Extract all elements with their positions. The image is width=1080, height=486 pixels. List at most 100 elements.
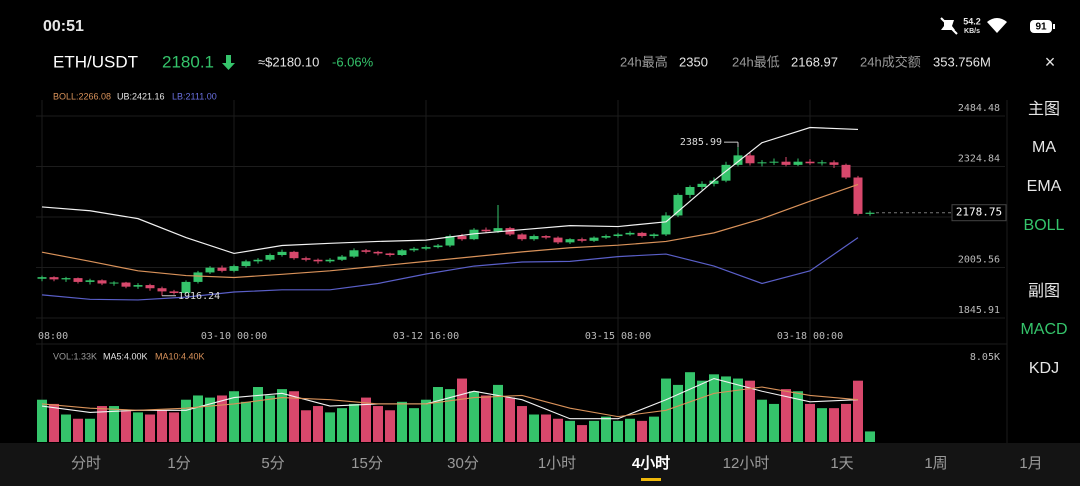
candle-body	[37, 277, 47, 279]
candle-body	[157, 288, 167, 292]
menu-item[interactable]: EMA	[1027, 178, 1062, 195]
candle-body	[181, 281, 191, 293]
volume-bar	[481, 395, 491, 442]
candle-body	[217, 267, 227, 271]
volume-bar	[397, 401, 407, 442]
close-button[interactable]: ×	[1045, 52, 1056, 72]
menu-item[interactable]: MA	[1032, 139, 1056, 156]
volume-bar	[553, 418, 563, 442]
volume-bar	[793, 391, 803, 442]
volume-bar	[313, 406, 323, 442]
candle-body	[769, 161, 779, 163]
indicator-line	[41, 237, 859, 301]
candle-body	[397, 250, 407, 256]
volume-bar	[73, 418, 83, 442]
usd-price: ≈$2180.10	[258, 54, 319, 69]
menu-item[interactable]: KDJ	[1029, 360, 1059, 377]
volume-bar	[385, 410, 395, 442]
volume-bar	[769, 403, 779, 442]
candle-body	[733, 155, 743, 165]
candle-body	[637, 232, 647, 237]
candle-body	[841, 164, 851, 178]
volume-bar	[505, 397, 515, 442]
tab[interactable]: 15分	[351, 455, 383, 472]
candle-body	[553, 237, 563, 243]
change-percent: -6.06%	[332, 54, 374, 69]
turnover-value: 353.756M	[933, 54, 991, 69]
candle-body	[229, 266, 239, 271]
high-label: 2385.99	[680, 137, 722, 148]
volume-bar	[157, 410, 167, 442]
turnover-label: 24h成交额	[860, 54, 921, 69]
indicator-line	[41, 183, 859, 279]
volume-bar	[865, 431, 875, 442]
volume-bar	[121, 410, 131, 442]
candle-body	[289, 251, 299, 259]
tab[interactable]: 30分	[447, 455, 479, 472]
volume-bar	[457, 378, 467, 442]
candle-body	[133, 285, 143, 287]
battery-level: 91	[1035, 22, 1047, 33]
y-tick-label: 1845.91	[958, 305, 1000, 316]
tab[interactable]: 12小时	[723, 455, 770, 472]
tab-selected[interactable]: 4小时	[632, 455, 670, 472]
candle-body	[373, 251, 383, 254]
volume-bar	[529, 414, 539, 442]
candle-body	[469, 229, 479, 240]
tab[interactable]: 1周	[924, 455, 947, 472]
candle-body	[325, 259, 335, 262]
volume-bar	[697, 380, 707, 442]
volume-bar	[649, 416, 659, 442]
candle-body	[205, 267, 215, 273]
candle-body	[265, 255, 275, 260]
candle-body	[493, 228, 503, 232]
candle-body	[313, 259, 323, 262]
x-tick-label: 03-18 00:00	[777, 331, 843, 342]
volume-bar	[673, 384, 683, 442]
candle-body	[697, 183, 707, 188]
volume-bar	[613, 420, 623, 442]
candle-body	[589, 237, 599, 241]
tab[interactable]: 1分	[167, 455, 190, 472]
candle-body	[853, 177, 863, 214]
volume-bar	[433, 387, 443, 442]
volume-bar	[229, 391, 239, 442]
y-tick-label: 2324.84	[958, 153, 1000, 164]
candle-body	[193, 272, 203, 282]
candle-body	[361, 250, 371, 252]
volume-bar	[337, 408, 347, 442]
candle-body	[541, 236, 551, 238]
tab[interactable]: 1月	[1019, 455, 1042, 472]
tab[interactable]: 5分	[261, 455, 284, 472]
volume-bar	[193, 395, 203, 442]
volume-bar	[841, 403, 851, 442]
candle-body	[745, 155, 755, 164]
legend-lb: LB:2111.00	[172, 91, 217, 101]
candle-body	[73, 278, 83, 282]
tab[interactable]: 分时	[71, 455, 101, 472]
volume-bar	[97, 406, 107, 442]
candle-body	[241, 261, 251, 267]
volume-bar	[409, 408, 419, 442]
price-tag	[951, 204, 1007, 222]
volume-bar	[49, 403, 59, 442]
candle-body	[613, 234, 623, 237]
menu-title: 主图	[1028, 100, 1060, 118]
candle-body	[529, 236, 539, 240]
tab[interactable]: 1天	[830, 455, 853, 472]
menu-item-active[interactable]: BOLL	[1024, 217, 1065, 234]
candle-body	[661, 215, 671, 235]
volume-bar	[145, 414, 155, 442]
high-label: 24h最高	[620, 54, 668, 69]
menu-item-active[interactable]: MACD	[1020, 321, 1067, 338]
volume-bar	[745, 380, 755, 442]
candle-body	[601, 236, 611, 238]
pair-name[interactable]: ETH/USDT	[53, 52, 138, 71]
volume-bar	[805, 403, 815, 442]
tab[interactable]: 1小时	[538, 455, 576, 472]
x-tick-label: 03-12 16:00	[393, 331, 459, 342]
candle-body	[121, 282, 131, 287]
volume-bar	[721, 376, 731, 442]
volume-bar	[133, 412, 143, 442]
